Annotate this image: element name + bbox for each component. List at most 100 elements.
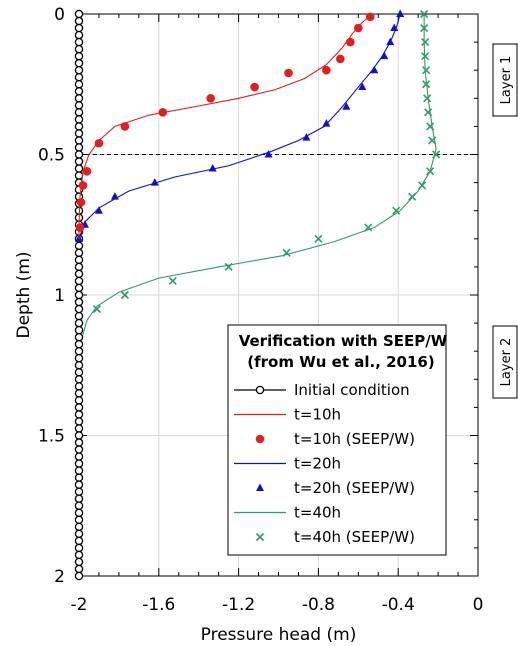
legend-label: Initial condition [294,381,410,399]
x-tick-label: 0 [473,595,484,615]
legend-item: Initial condition [234,381,410,399]
data-point [92,304,102,314]
data-point [150,178,159,186]
data-point [74,508,84,518]
legend-label: t=40h (SEEP/W) [294,528,415,546]
layer-2-label-box: Layer 2 [492,325,518,399]
data-point [392,206,401,215]
data-point [322,65,331,75]
data-point [74,290,84,300]
data-point [365,12,375,22]
legend-label: t=20h (SEEP/W) [294,479,415,497]
legend-label: t=20h [294,455,341,473]
legend-marker [255,385,265,395]
data-point [74,564,84,574]
data-point [264,150,273,158]
data-point [74,171,84,180]
data-point [74,248,84,258]
data-point [322,119,331,127]
data-point [74,438,84,447]
data-point [74,424,84,433]
data-point [74,543,84,553]
data-point [302,133,311,141]
data-point [74,445,84,454]
series-t-40h-seep-w- [92,9,441,314]
legend-title-line-1: Verification with SEEP/W [239,332,448,350]
data-point [74,37,84,47]
y-tick-label: 0 [54,5,65,25]
data-point [314,234,323,243]
data-point [74,16,84,26]
data-point [75,223,85,232]
data-point [74,297,84,307]
data-point [74,396,84,405]
y-tick-label: 1 [54,286,65,306]
data-point [420,23,429,33]
series-initial-condition [74,9,84,581]
data-point [74,129,84,138]
data-point [420,9,429,19]
series-group [74,9,441,581]
layer-1-label-box: Layer 1 [492,43,518,117]
data-point [346,37,355,47]
legend-title-line-2: (from Wu et al., 2016) [247,353,434,371]
data-point [386,37,395,46]
data-point [224,262,233,271]
data-point [428,136,437,145]
data-point [74,9,84,19]
legend-item: t=10h [234,406,341,424]
data-point [358,82,367,91]
data-point [74,80,84,89]
series-t-20h-seep-w- [75,9,405,242]
data-point [74,571,84,581]
data-point [421,38,430,47]
x-tick-label: -2 [71,595,88,615]
data-point [342,102,351,110]
data-point [74,94,84,103]
y-axis-label: Depth (m) [14,251,34,338]
data-point [74,452,84,461]
data-point [74,72,84,82]
legend-marker [255,532,265,542]
data-point [158,108,168,117]
data-point [418,181,427,190]
data-point [120,122,130,131]
y-tick-label: 1.5 [38,427,65,447]
data-point [74,318,84,328]
data-point [74,550,84,560]
data-point [74,459,84,468]
data-point [74,515,84,525]
data-point [74,283,84,293]
data-point [168,276,177,286]
y-tick-label: 2 [54,567,65,587]
data-point [432,150,441,159]
data-point [74,375,84,384]
legend-item: t=10h (SEEP/W) [255,430,415,448]
data-point [74,23,84,33]
data-point [74,473,84,482]
data-point [408,192,417,201]
data-point [74,360,84,370]
data-point [74,115,84,124]
data-point [74,466,84,475]
data-point [354,23,363,33]
layer-2-label: Layer 2 [499,338,514,387]
x-axis-label: Pressure head (m) [201,625,357,645]
data-point [390,23,399,32]
data-point [370,65,379,74]
data-point [74,143,84,152]
data-point [206,94,215,103]
series-t-40h [82,14,437,335]
data-point [82,167,92,176]
data-point [74,494,84,503]
legend-label: t=10h (SEEP/W) [294,430,415,448]
x-tick-label: -1.2 [222,595,255,615]
data-point [74,389,84,398]
series-t-10h-seep-w- [75,12,375,232]
x-tick-label: -0.4 [382,595,415,615]
data-point [74,136,84,145]
data-point [74,410,84,419]
data-point [74,332,84,342]
data-point [78,181,88,190]
data-point [74,150,84,159]
